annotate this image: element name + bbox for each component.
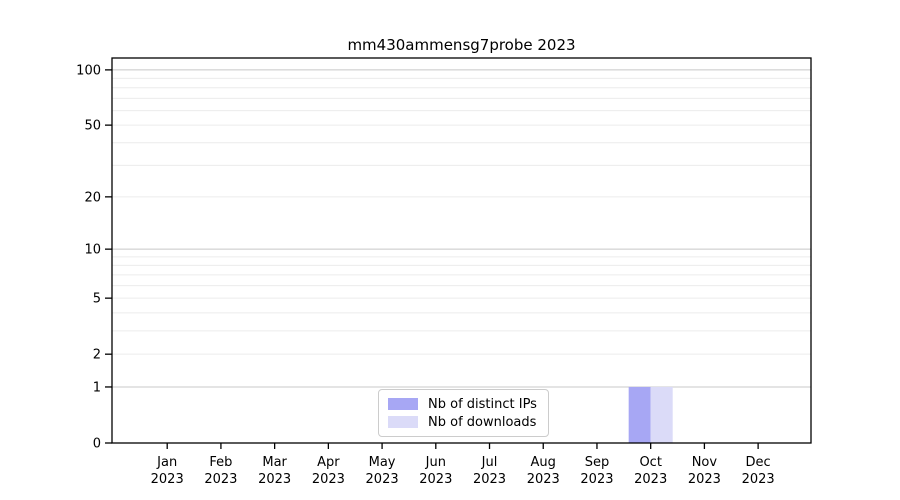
x-tick-label-month: May	[369, 455, 396, 470]
x-tick-label-month: Mar	[262, 455, 287, 470]
chart-title: mm430ammensg7probe 2023	[347, 36, 576, 54]
y-tick-label: 2	[93, 348, 101, 363]
legend-item-distinct-ips: Nb of distinct IPs	[388, 395, 539, 413]
x-tick-label-month: Jun	[425, 455, 446, 470]
x-tick-label-year: 2023	[258, 472, 291, 487]
x-tick-label-month: Jul	[481, 455, 498, 470]
bar-downloads	[650, 386, 673, 443]
x-tick-label-month: Feb	[209, 455, 232, 470]
x-tick-label-month: Dec	[746, 455, 771, 470]
x-tick-label-year: 2023	[366, 472, 399, 487]
y-tick-label: 20	[84, 190, 101, 205]
legend-swatch-distinct-ips	[388, 398, 418, 410]
x-tick-label-month: Sep	[585, 455, 610, 470]
x-tick-label-year: 2023	[580, 472, 613, 487]
y-tick-label: 10	[84, 243, 101, 258]
bar-distinct-ips	[628, 386, 651, 443]
x-tick-label-year: 2023	[151, 472, 184, 487]
x-tick-label-year: 2023	[204, 472, 237, 487]
x-tick-label-year: 2023	[634, 472, 667, 487]
legend-swatch-downloads	[388, 416, 418, 428]
legend-label-distinct-ips: Nb of distinct IPs	[428, 396, 537, 412]
x-tick-label-year: 2023	[527, 472, 560, 487]
y-tick-label: 100	[76, 63, 101, 78]
legend-item-downloads: Nb of downloads	[388, 413, 539, 431]
x-tick-label-year: 2023	[419, 472, 452, 487]
x-tick-label-year: 2023	[312, 472, 345, 487]
x-tick-label-year: 2023	[688, 472, 721, 487]
y-tick-label: 1	[93, 380, 101, 395]
x-tick-label-month: Jan	[156, 455, 177, 470]
y-tick-label: 0	[93, 437, 101, 452]
x-tick-label-year: 2023	[742, 472, 775, 487]
legend: Nb of distinct IPs Nb of downloads	[378, 389, 549, 437]
y-tick-label: 5	[93, 292, 101, 307]
x-tick-label-month: Aug	[531, 455, 556, 470]
x-tick-label-month: Nov	[692, 455, 718, 470]
y-tick-label: 50	[84, 119, 101, 134]
legend-label-downloads: Nb of downloads	[428, 414, 537, 430]
x-tick-label-month: Apr	[317, 455, 340, 470]
plot-border	[111, 57, 812, 444]
x-tick-label-month: Oct	[639, 455, 661, 470]
x-tick-label-year: 2023	[473, 472, 506, 487]
